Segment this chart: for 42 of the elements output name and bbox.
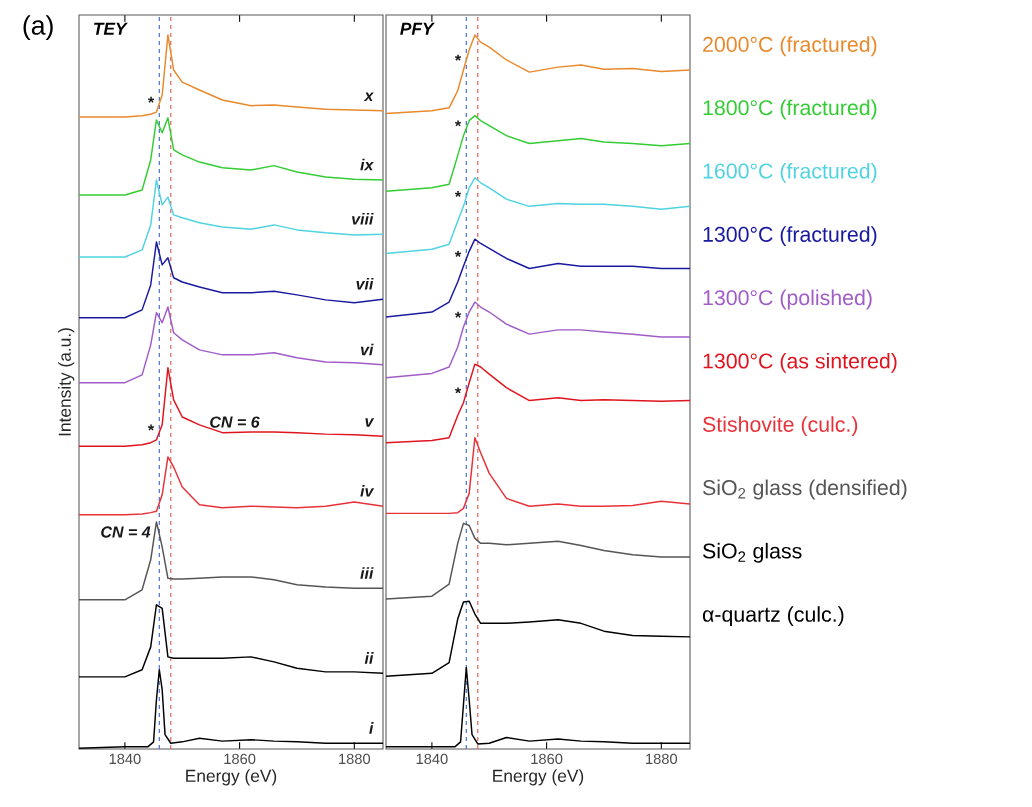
x-tick-label: 1880 [646,753,678,765]
series-label: viii [352,213,374,225]
text: α-quartz (culc.) [702,606,844,627]
series-label: ii [364,652,374,664]
annotation: * [454,54,462,61]
series-label: 1300°C (polished) [703,289,872,310]
chart-title: PFY [400,22,435,35]
annotation: * [454,120,462,127]
x-axis-title: Energy (eV) [186,769,277,786]
series-label: 1800°C (fractured) [703,99,877,120]
text: (a) [23,15,53,41]
annotation: CN = 4 [101,526,151,538]
annotation: * [147,424,155,431]
series-label: x [363,92,374,102]
annotation: * [454,311,462,318]
text: SiO$_{2}$ glass [703,542,802,563]
annotation: * [454,387,462,394]
y-axis-title: Intensity (a.u.) [58,328,75,436]
series-label: iv [360,485,375,497]
series-label: i [369,722,374,734]
series-label: 2000°C (fractured) [703,36,877,57]
series-label: v [365,418,375,427]
annotation: * [454,251,462,257]
x-tick-label: 1860 [224,753,256,765]
x-tick-label: 1860 [531,753,563,765]
series-label: 1300°C (as sintered) [703,352,897,373]
text: SiO$_{2}$ glass (densified) [703,479,907,500]
series-label: vi [360,343,374,356]
x-tick-label: 1880 [339,753,371,765]
series-label: 1600°C (fractured) [703,162,877,183]
series-label: ix [360,158,374,171]
annotation: CN = 6 [210,416,260,428]
series-label: vii [356,277,374,290]
x-axis-title: Energy (eV) [493,769,584,786]
x-tick-label: 1840 [109,753,141,765]
x-tick-label: 1840 [416,753,448,765]
chart-title: TEY [94,22,128,35]
series-label: 1300°C (fractured) [703,226,877,247]
text: Stishovite (culc.) [703,416,858,437]
annotation: * [147,96,155,103]
series-label: iii [360,567,374,579]
annotation: * [454,191,462,198]
